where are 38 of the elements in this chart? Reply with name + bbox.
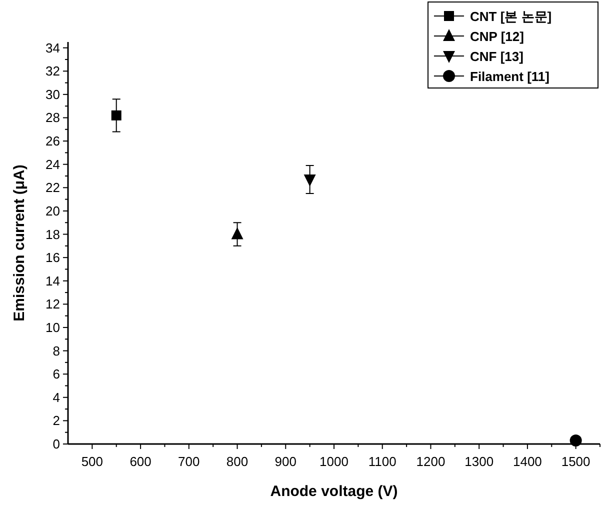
legend-label: CNF [13] — [470, 49, 524, 64]
x-tick-label: 500 — [81, 454, 104, 469]
y-tick-label: 8 — [52, 343, 60, 358]
x-tick-label: 1400 — [512, 454, 542, 469]
y-tick-label: 14 — [46, 273, 60, 288]
y-tick-label: 20 — [46, 203, 60, 218]
y-tick-label: 34 — [46, 40, 60, 56]
legend-label: CNP [12] — [470, 29, 524, 44]
y-tick-label: 32 — [46, 64, 60, 79]
point — [111, 110, 122, 120]
x-tick-label: 1500 — [561, 454, 590, 469]
y-tick-label: 2 — [52, 413, 60, 428]
y-tick-label: 18 — [46, 226, 60, 242]
point — [304, 174, 316, 186]
x-tick-label: 1300 — [464, 454, 494, 469]
legend-label: CNT [본 논문] — [470, 9, 552, 24]
y-tick-label: 10 — [46, 320, 60, 335]
y-tick-label: 22 — [46, 180, 60, 196]
x-axis-title: Anode voltage (V) — [270, 483, 398, 500]
y-tick-label: 16 — [46, 250, 60, 266]
x-tick-label: 700 — [178, 454, 200, 469]
x-tick-label: 1100 — [368, 454, 396, 469]
y-tick-label: 24 — [46, 156, 60, 172]
y-tick-label: 4 — [52, 390, 60, 405]
x-tick-label: 900 — [274, 454, 296, 469]
y-tick-label: 26 — [46, 134, 60, 149]
x-tick-label: 600 — [130, 454, 152, 469]
y-tick-label: 30 — [46, 86, 60, 102]
point — [231, 227, 244, 240]
y-tick-label: 28 — [46, 110, 60, 126]
y-axis-title: Emission current (μA) — [11, 164, 28, 322]
legend-label: Filament [11] — [470, 69, 550, 84]
y-tick-label: 0 — [52, 436, 60, 452]
x-tick-label: 1000 — [320, 454, 348, 469]
x-tick-label: 1200 — [416, 454, 446, 469]
y-tick-label: 6 — [52, 366, 60, 382]
x-tick-label: 800 — [226, 454, 248, 469]
y-tick-label: 12 — [46, 296, 60, 312]
